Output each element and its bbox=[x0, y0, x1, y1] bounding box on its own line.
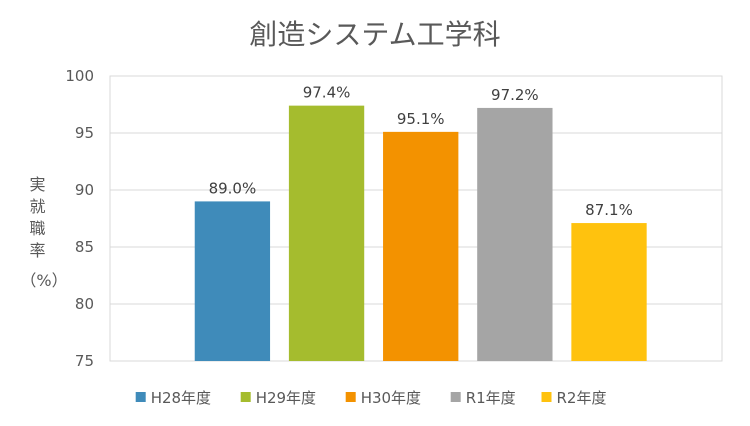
y-tick-label: 85 bbox=[75, 238, 94, 256]
y-axis-label: 実 就 職 率 （%） bbox=[20, 175, 67, 290]
y-axis-label-line-3: 職 bbox=[29, 219, 45, 238]
bar-4 bbox=[477, 107, 553, 361]
y-axis-label-line-4: 率 bbox=[29, 241, 45, 260]
y-tick-label: 100 bbox=[65, 67, 94, 85]
legend-swatch bbox=[450, 392, 461, 402]
y-axis-label-line-1: 実 bbox=[29, 175, 45, 194]
legend-label: R1年度 bbox=[466, 389, 516, 407]
data-label: 89.0% bbox=[209, 179, 257, 197]
legend: H28年度 H29年度 H30年度 R1年度 R2年度 bbox=[135, 389, 607, 407]
bar-2 bbox=[288, 105, 365, 361]
chart-title: 創造システム工学科 bbox=[249, 18, 500, 51]
data-label: 87.1% bbox=[585, 201, 633, 219]
y-axis-label-line-5: （%） bbox=[20, 271, 67, 290]
legend-label: R2年度 bbox=[557, 389, 607, 407]
y-tick-label: 95 bbox=[75, 124, 94, 142]
bar-3 bbox=[383, 131, 459, 361]
legend-swatch bbox=[135, 392, 146, 402]
y-tick-label: 90 bbox=[75, 181, 94, 199]
y-axis-label-line-2: 就 bbox=[29, 197, 45, 216]
legend-label: H28年度 bbox=[151, 389, 211, 407]
plot-area: 75 80 85 90 95 100 89.0% 97.4% 95.1% 97.2% 87.1% bbox=[65, 67, 723, 370]
bar-1 bbox=[194, 201, 271, 361]
legend-label: H29年度 bbox=[256, 389, 316, 407]
y-tick-label: 80 bbox=[75, 295, 94, 313]
data-label: 95.1% bbox=[397, 110, 445, 128]
legend-swatch bbox=[345, 392, 356, 402]
legend-swatch bbox=[541, 392, 552, 402]
bar-5 bbox=[571, 223, 647, 361]
y-tick-label: 75 bbox=[75, 352, 94, 370]
data-label: 97.4% bbox=[303, 84, 351, 102]
legend-label: H30年度 bbox=[361, 389, 421, 407]
legend-swatch bbox=[240, 392, 251, 402]
data-label: 97.2% bbox=[491, 86, 539, 104]
